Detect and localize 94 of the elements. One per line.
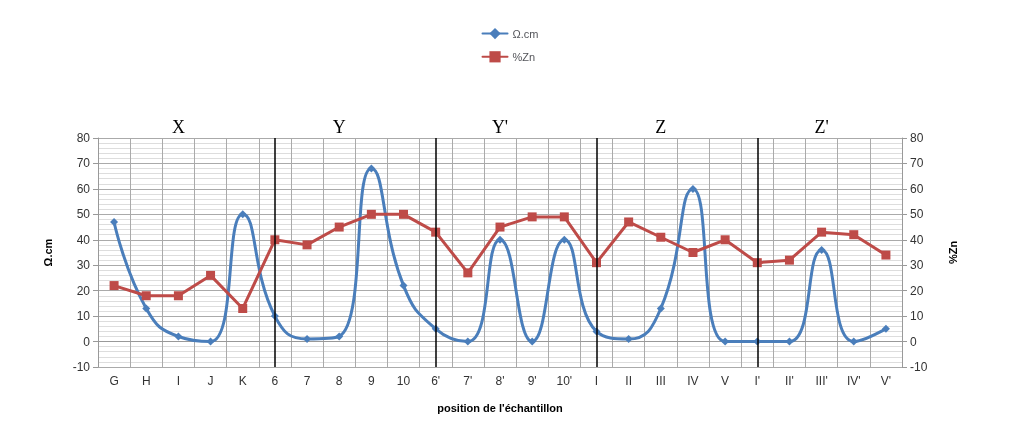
y-tick-label: 70 bbox=[76, 156, 91, 171]
x-tick-label: V' bbox=[880, 374, 892, 388]
point bbox=[624, 335, 633, 344]
point bbox=[560, 235, 569, 244]
point bbox=[206, 337, 215, 346]
x-tick-label: 10 bbox=[396, 374, 411, 388]
y2-tick-label: 10 bbox=[910, 309, 924, 324]
x-tick-label: IV' bbox=[846, 374, 861, 388]
y-tick-label: -10 bbox=[72, 360, 91, 374]
point bbox=[849, 337, 858, 346]
x-tick-label: 6 bbox=[271, 374, 279, 388]
text: Z bbox=[655, 116, 667, 137]
point bbox=[463, 268, 473, 278]
point bbox=[238, 303, 248, 313]
point bbox=[881, 324, 890, 333]
point bbox=[817, 227, 827, 237]
x-tick-label: J bbox=[207, 374, 214, 388]
x-tick-label: 7 bbox=[303, 374, 311, 388]
point bbox=[238, 210, 247, 219]
y2-tick-label: -10 bbox=[910, 360, 928, 374]
x-tick-label: 7' bbox=[463, 374, 473, 388]
point bbox=[174, 332, 183, 341]
y-tick-label: 80 bbox=[76, 131, 91, 145]
point bbox=[784, 255, 794, 265]
point bbox=[688, 248, 698, 257]
point bbox=[335, 332, 344, 341]
y2-tick-label: 40 bbox=[910, 232, 924, 247]
x-tick-label: 9' bbox=[527, 374, 537, 388]
point bbox=[141, 291, 151, 301]
y-axis-title: Ω.cm bbox=[41, 238, 54, 267]
text: Y' bbox=[491, 116, 509, 137]
point bbox=[206, 270, 216, 280]
point bbox=[399, 209, 409, 219]
y2-tick-label: 20 bbox=[910, 283, 924, 298]
x-tick-label: G bbox=[109, 374, 119, 388]
point bbox=[656, 304, 665, 313]
legend-label: %Zn bbox=[512, 50, 536, 63]
point bbox=[656, 232, 666, 242]
point bbox=[110, 217, 119, 226]
point bbox=[817, 245, 826, 254]
point bbox=[527, 212, 537, 222]
point bbox=[109, 281, 119, 291]
point bbox=[302, 240, 312, 250]
x-tick-label: 8' bbox=[495, 374, 505, 388]
y-tick-label: 10 bbox=[76, 309, 91, 324]
text: Y bbox=[332, 116, 346, 137]
text: X bbox=[171, 116, 185, 137]
point bbox=[720, 235, 730, 245]
point bbox=[495, 222, 505, 232]
x-tick-label: II' bbox=[784, 374, 794, 388]
x-axis-title: position de l'échantillon bbox=[437, 401, 564, 414]
y2-tick-label: 0 bbox=[910, 334, 917, 349]
point bbox=[881, 250, 891, 260]
point bbox=[399, 281, 408, 290]
point bbox=[624, 217, 634, 227]
point bbox=[463, 337, 472, 346]
legend-label: Ω.cm bbox=[512, 27, 539, 40]
y-tick-label: 40 bbox=[76, 232, 91, 247]
point bbox=[142, 304, 151, 313]
x-tick-label: II bbox=[625, 374, 632, 388]
y2-tick-label: 30 bbox=[910, 258, 924, 273]
y-tick-label: 20 bbox=[76, 283, 91, 298]
x-tick-label: H bbox=[141, 374, 151, 388]
y-tick-label: 0 bbox=[83, 334, 91, 349]
point bbox=[173, 291, 183, 301]
point bbox=[559, 212, 569, 222]
x-tick-label: 10' bbox=[556, 374, 573, 388]
point bbox=[366, 209, 376, 219]
y-tick-label: 30 bbox=[76, 258, 91, 273]
x-tick-label: 9 bbox=[368, 374, 376, 388]
x-tick-label: V bbox=[721, 374, 730, 388]
point bbox=[496, 235, 504, 244]
y2-tick-label: 50 bbox=[910, 207, 924, 222]
x-tick-label: III' bbox=[815, 374, 828, 388]
text: Z' bbox=[814, 116, 829, 137]
point bbox=[849, 230, 859, 240]
point bbox=[334, 222, 344, 232]
y-tick-label: 60 bbox=[76, 181, 91, 196]
x-tick-label: IV bbox=[687, 374, 699, 388]
y2-tick-label: 70 bbox=[910, 156, 924, 171]
x-tick-label: I bbox=[594, 374, 599, 388]
y2-tick-label: 60 bbox=[910, 181, 924, 196]
x-tick-label: 8 bbox=[335, 374, 343, 388]
x-tick-label: K bbox=[238, 374, 247, 388]
point bbox=[528, 337, 537, 346]
x-tick-label: 6' bbox=[431, 374, 441, 388]
point bbox=[367, 164, 376, 173]
x-tick-label: I' bbox=[754, 374, 761, 388]
x-tick-label: III bbox=[655, 374, 666, 388]
y2-tick-label: 80 bbox=[910, 131, 924, 145]
x-tick-label: I bbox=[176, 374, 181, 388]
y2-axis-title: %Zn bbox=[946, 240, 959, 265]
y-tick-label: 50 bbox=[76, 207, 91, 222]
point bbox=[688, 184, 697, 193]
